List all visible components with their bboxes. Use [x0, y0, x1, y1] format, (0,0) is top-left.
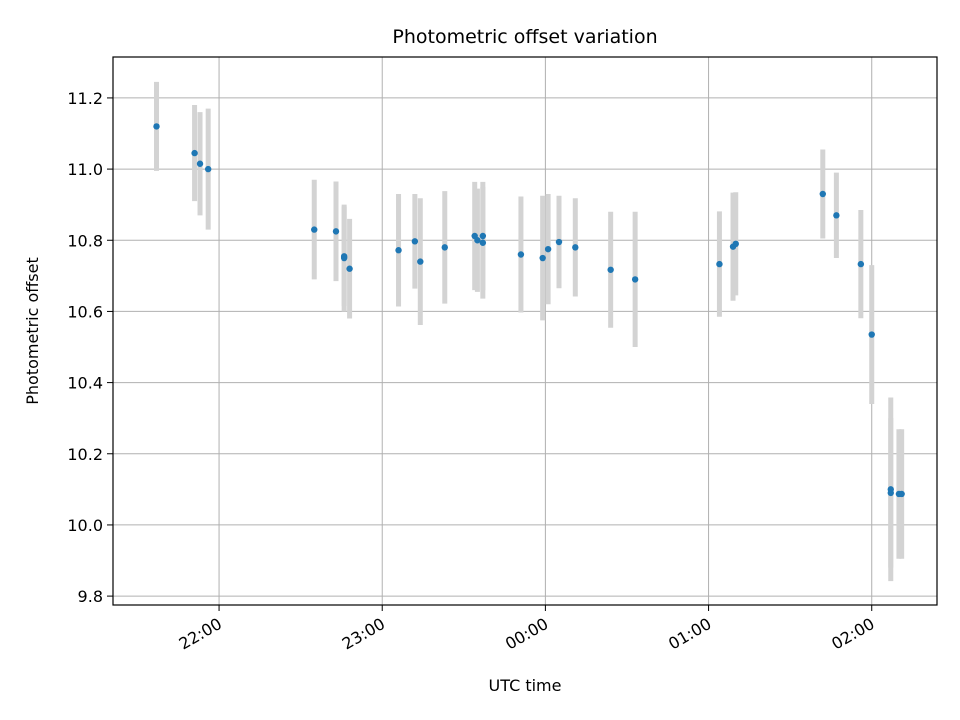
data-point	[555, 238, 563, 246]
y-tick-label: 10.8	[67, 231, 103, 250]
data-points	[153, 123, 905, 498]
y-axis-title: Photometric offset	[23, 257, 42, 405]
y-tick-label: 10.6	[67, 302, 103, 321]
plot-frame	[112, 56, 938, 606]
data-point	[819, 190, 826, 198]
data-point	[898, 490, 905, 498]
data-point	[474, 237, 481, 244]
data-point	[191, 149, 198, 157]
data-point	[544, 245, 552, 253]
data-point	[441, 244, 448, 251]
data-point	[153, 123, 160, 130]
data-point	[479, 239, 487, 246]
y-axis: 9.8 10.0 10.2 10.4 10.6 10.8 11.0 11.2	[67, 89, 113, 606]
y-tick-label: 11.2	[67, 89, 103, 108]
data-point	[196, 160, 204, 167]
data-point	[411, 238, 419, 245]
data-point	[833, 212, 840, 219]
data-point	[732, 240, 739, 248]
data-point	[517, 251, 525, 258]
data-point	[868, 331, 875, 338]
data-point	[572, 244, 579, 251]
data-point	[479, 232, 487, 240]
y-tick-label: 10.0	[67, 516, 103, 535]
data-point	[887, 489, 894, 497]
data-point	[539, 254, 546, 262]
y-tick-label: 10.2	[67, 445, 103, 464]
data-point	[311, 226, 318, 233]
y-tick-label: 11.0	[67, 160, 103, 179]
y-tick-label: 9.8	[78, 587, 103, 606]
data-point	[395, 247, 402, 254]
chart-title: Photometric offset variation	[392, 26, 657, 48]
x-axis-title: UTC time	[489, 676, 562, 695]
data-point	[716, 260, 723, 268]
data-point	[417, 258, 424, 265]
data-point	[340, 253, 348, 260]
data-point	[346, 265, 353, 272]
data-point	[332, 228, 340, 235]
data-point	[204, 165, 212, 173]
data-point	[607, 266, 614, 273]
y-tick-label: 10.4	[67, 374, 103, 393]
data-point	[857, 260, 865, 268]
data-point	[631, 276, 639, 283]
